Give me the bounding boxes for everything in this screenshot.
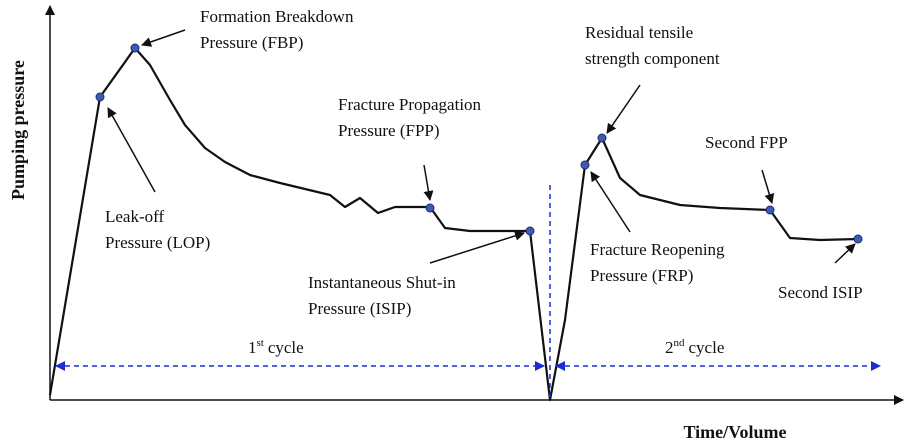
cycle-word: cycle (689, 338, 725, 357)
arrow (590, 171, 631, 233)
points (95, 43, 863, 244)
y-axis-label: Pumping pressure (8, 60, 28, 200)
cycle-suffix: st (257, 337, 264, 349)
annotation-line: Second ISIP (778, 283, 863, 302)
arrow (834, 243, 856, 264)
cycle-markers (55, 185, 881, 400)
point (95, 92, 105, 102)
annotation-line: Fracture Propagation (338, 95, 482, 114)
point (597, 133, 607, 143)
arrow (429, 230, 525, 264)
cycle-ordinal: 2 (665, 338, 674, 357)
cycle-word: cycle (268, 338, 304, 357)
annotation-line: Pressure (LOP) (105, 233, 210, 252)
annotation-line: Leak-off (105, 207, 164, 226)
cycle-label: 1st cycle (248, 337, 304, 357)
annotations: Formation Breakdown Pressure (FBP) Leak-of… (105, 7, 863, 318)
annotation-line: Instantaneous Shut-in (308, 273, 456, 292)
arrow (761, 169, 775, 204)
cycle-label: 2nd cycle (665, 337, 724, 357)
annotation-line: Second FPP (705, 133, 788, 152)
annotation-line: Pressure (FBP) (200, 33, 303, 52)
arrow (141, 29, 186, 47)
annotation-line: strength component (585, 49, 720, 68)
arrow (423, 164, 434, 201)
annotation-line: Residual tensile (585, 23, 693, 42)
point (580, 160, 590, 170)
annotation-line: Pressure (ISIP) (308, 299, 411, 318)
x-axis-label: Time/Volume (683, 422, 786, 442)
pointer-arrows (107, 29, 856, 264)
arrow (606, 84, 641, 134)
annotation-line: Pressure (FPP) (338, 121, 440, 140)
axes (45, 5, 904, 405)
arrow (107, 107, 156, 193)
cycle-suffix: nd (674, 337, 686, 349)
point (525, 226, 535, 236)
annotation-line: Fracture Reopening (590, 240, 725, 259)
annotation-line: Pressure (FRP) (590, 266, 693, 285)
point (765, 205, 775, 215)
point (130, 43, 140, 53)
cycle-ordinal: 1 (248, 338, 257, 357)
point (425, 203, 435, 213)
point (853, 234, 863, 244)
annotation-line: Formation Breakdown (200, 7, 354, 26)
